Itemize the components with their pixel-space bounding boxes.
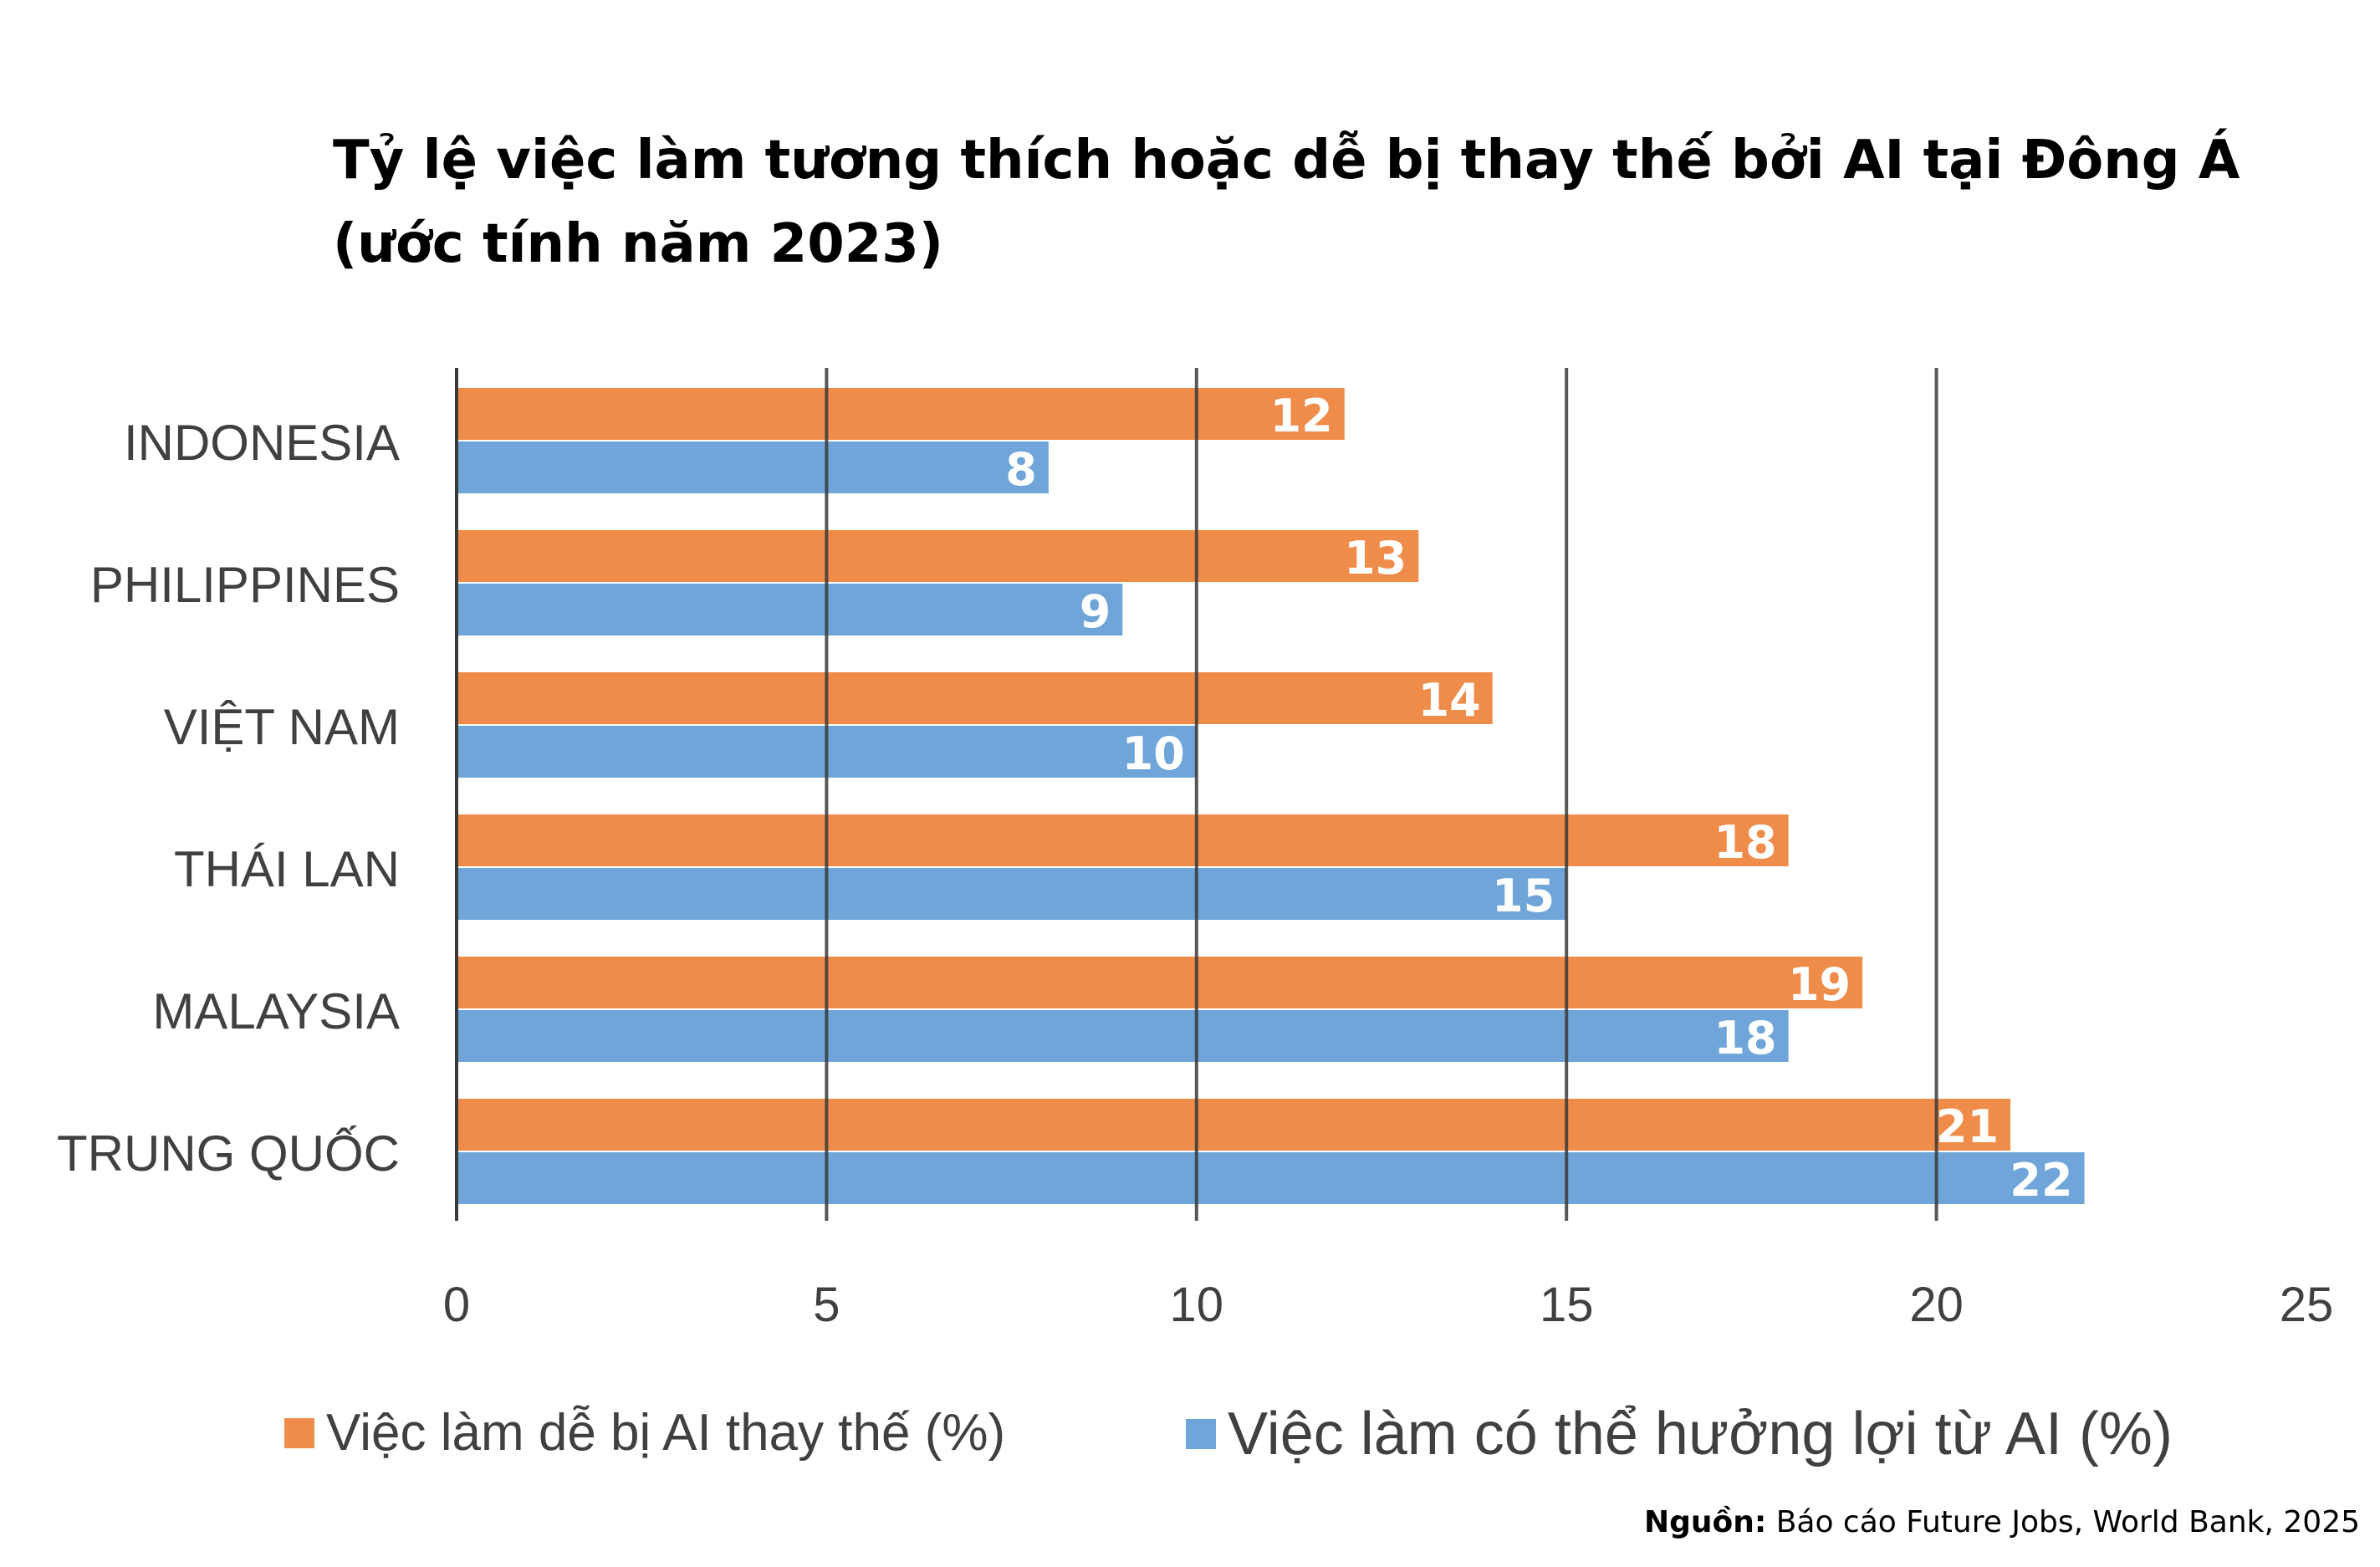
- x-tick-label: 15: [1540, 1278, 1594, 1332]
- bar-benefit-3: [457, 868, 1567, 920]
- data-label: 10: [1122, 727, 1185, 780]
- source-label: Nguồn:: [1643, 1505, 1767, 1539]
- source-text: Báo cáo Future Jobs, World Bank, 2025: [1775, 1505, 2360, 1539]
- data-label: 8: [1005, 443, 1037, 496]
- category-label: THÁI LAN: [174, 841, 400, 897]
- data-label: 18: [1713, 1012, 1776, 1064]
- data-label: 21: [1936, 1100, 1999, 1153]
- bar-replaceable-5: [457, 1099, 2011, 1151]
- bar-replaceable-0: [457, 388, 1345, 440]
- category-label: PHILIPPINES: [90, 557, 400, 613]
- chart-title-line-2: (ước tính năm 2023): [333, 213, 944, 275]
- x-tick-label: 0: [443, 1278, 470, 1332]
- bar-replaceable-4: [457, 957, 1863, 1008]
- bar-chart: INDONESIA PHILIPPINES VIỆT NAM THÁI LAN MALA…: [57, 368, 2334, 1332]
- data-label: 14: [1418, 674, 1481, 727]
- category-label: INDONESIA: [124, 415, 400, 471]
- legend-swatch-blue: [1186, 1419, 1216, 1449]
- bar-replaceable-3: [457, 814, 1789, 866]
- data-label: 12: [1270, 390, 1333, 442]
- category-label: MALAYSIA: [152, 983, 400, 1039]
- bar-benefit-1: [457, 584, 1123, 635]
- bar-benefit-0: [457, 442, 1049, 493]
- data-label: 18: [1713, 816, 1776, 869]
- bar-benefit-4: [457, 1010, 1789, 1062]
- data-label: 19: [1788, 958, 1851, 1011]
- legend-label: Việc làm có thể hưởng lợi từ AI (%): [1228, 1401, 2173, 1467]
- bar-benefit-5: [457, 1152, 2085, 1204]
- x-tick-label: 25: [2280, 1278, 2334, 1332]
- legend-label: Việc làm dễ bị AI thay thế (%): [326, 1404, 1006, 1462]
- chart-legend: Việc làm dễ bị AI thay thế (%) Việc làm …: [0, 1388, 2380, 1472]
- bar-replaceable-2: [457, 672, 1493, 724]
- category-label: VIỆT NAM: [164, 699, 400, 755]
- data-label: 9: [1080, 585, 1111, 638]
- category-label: TRUNG QUỐC: [57, 1125, 400, 1182]
- chart-title: Tỷ lệ việc làm tương thích hoặc dễ bị th…: [333, 119, 2256, 286]
- legend-item-benefit: Việc làm có thể hưởng lợi từ AI (%): [1186, 1400, 2173, 1468]
- data-label: 22: [2010, 1154, 2072, 1207]
- x-tick-label: 5: [813, 1278, 840, 1332]
- data-label: 15: [1492, 870, 1555, 922]
- x-tick-label: 10: [1170, 1278, 1224, 1332]
- legend-item-replaceable: Việc làm dễ bị AI thay thế (%): [284, 1403, 1005, 1462]
- source-note: Nguồn: Báo cáo Future Jobs, World Bank, …: [1644, 1505, 2360, 1539]
- bar-replaceable-1: [457, 530, 1419, 582]
- x-tick-label: 20: [1909, 1278, 1964, 1332]
- legend-swatch-orange: [284, 1417, 314, 1448]
- chart-title-line-1: Tỷ lệ việc làm tương thích hoặc dễ bị th…: [333, 130, 2240, 191]
- data-label: 13: [1344, 532, 1407, 584]
